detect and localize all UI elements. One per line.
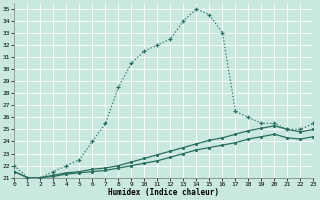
X-axis label: Humidex (Indice chaleur): Humidex (Indice chaleur): [108, 188, 220, 197]
